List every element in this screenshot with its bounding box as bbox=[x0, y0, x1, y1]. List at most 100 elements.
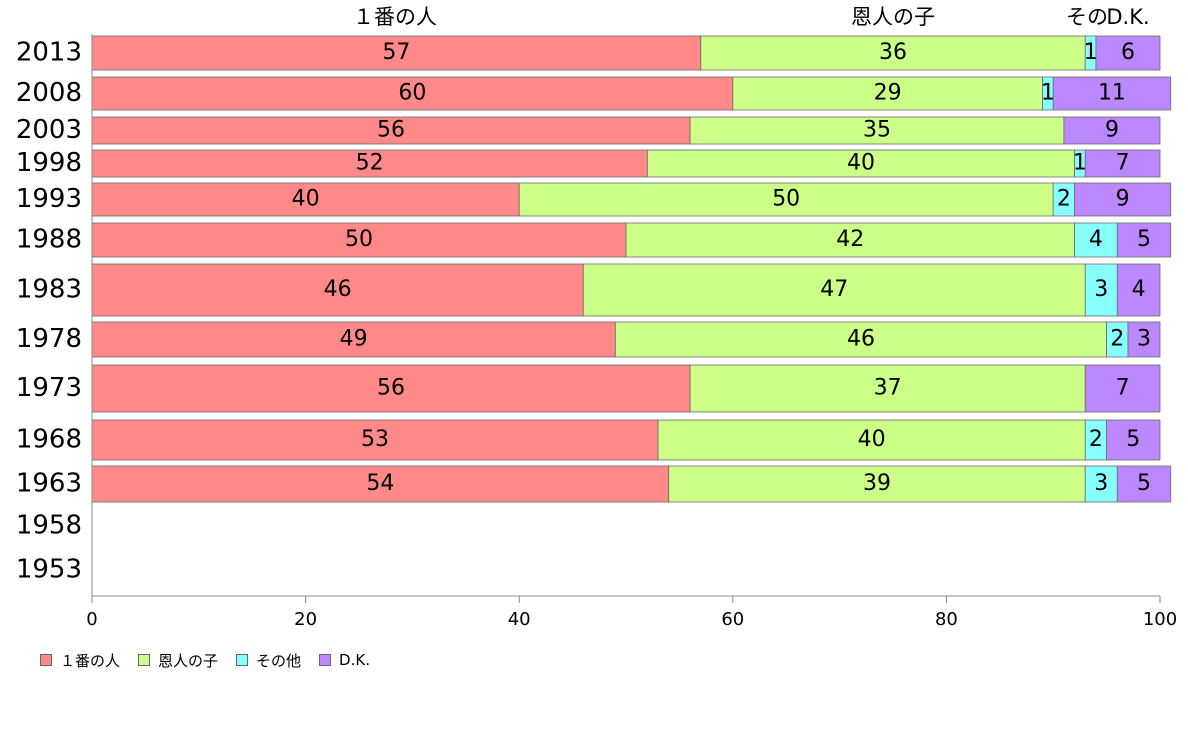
data-label: 5 bbox=[1137, 227, 1151, 252]
bar-segment bbox=[1116, 263, 1161, 317]
bar-segment bbox=[1084, 263, 1118, 317]
data-label: 5 bbox=[1137, 471, 1151, 496]
data-label: 47 bbox=[820, 277, 848, 302]
data-label: 29 bbox=[874, 81, 902, 106]
bar-segment bbox=[1095, 35, 1161, 71]
y-tick-label: 2003 bbox=[16, 115, 82, 145]
bar-segment bbox=[91, 263, 584, 317]
data-label: 40 bbox=[847, 151, 875, 176]
data-label: 9 bbox=[1105, 118, 1119, 143]
top-label-2: 恩人の子 bbox=[851, 5, 935, 29]
x-tick-label: 20 bbox=[294, 609, 317, 630]
data-label: 3 bbox=[1094, 471, 1108, 496]
data-label: 52 bbox=[356, 151, 384, 176]
bar-segment bbox=[1084, 465, 1118, 503]
data-label: 3 bbox=[1094, 277, 1108, 302]
bar-segment bbox=[1106, 419, 1161, 461]
data-label: 11 bbox=[1098, 81, 1126, 106]
data-label: 35 bbox=[863, 118, 891, 143]
data-label: 46 bbox=[847, 327, 875, 352]
data-label: 3 bbox=[1137, 327, 1151, 352]
data-label: 4 bbox=[1132, 277, 1146, 302]
bar-segment bbox=[1116, 222, 1172, 258]
bar-segment bbox=[1052, 76, 1172, 111]
bar-segment bbox=[91, 364, 691, 413]
bar-segment bbox=[1063, 116, 1161, 145]
data-label: 7 bbox=[1116, 376, 1130, 401]
data-label: 2 bbox=[1089, 427, 1103, 452]
data-label: 5 bbox=[1126, 427, 1140, 452]
data-label: 50 bbox=[772, 187, 800, 212]
data-label: 1 bbox=[1041, 81, 1055, 106]
legend-label-series-3: その他 bbox=[256, 651, 302, 670]
bar-segment bbox=[1084, 149, 1161, 178]
bar-segment bbox=[614, 321, 1108, 358]
data-label: 2 bbox=[1057, 187, 1071, 212]
y-tick-label: 1983 bbox=[16, 275, 82, 305]
x-tick-label: 80 bbox=[935, 609, 958, 630]
data-label: 4 bbox=[1089, 227, 1103, 252]
data-label: 54 bbox=[366, 471, 394, 496]
legend-label-series-2: 恩人の子 bbox=[158, 651, 219, 670]
y-tick-label: 1973 bbox=[16, 373, 82, 403]
bar-segment bbox=[625, 222, 1075, 258]
data-label: 40 bbox=[858, 427, 886, 452]
legend-swatch-series-1 bbox=[40, 654, 52, 666]
bar-segment bbox=[657, 419, 1086, 461]
legend-swatch-series-3 bbox=[236, 654, 249, 666]
data-label: 42 bbox=[836, 227, 864, 252]
bar-segment bbox=[1074, 182, 1172, 217]
bar-segment bbox=[91, 419, 659, 461]
x-tick-label: 100 bbox=[1143, 609, 1177, 630]
x-tick-label: 60 bbox=[721, 609, 744, 630]
y-tick-label: 1978 bbox=[16, 324, 82, 354]
data-label: 39 bbox=[863, 471, 891, 496]
bar-segment bbox=[646, 149, 1075, 178]
bar-segment bbox=[700, 35, 1086, 71]
y-tick-label: 1988 bbox=[16, 225, 82, 255]
bar-segment bbox=[689, 116, 1065, 145]
y-tick-label: 1958 bbox=[16, 511, 82, 541]
y-tick-label: 1953 bbox=[16, 555, 82, 585]
bar-segment bbox=[91, 222, 627, 258]
data-label: 56 bbox=[377, 118, 405, 143]
bar-segment bbox=[1074, 222, 1118, 258]
data-label: 50 bbox=[345, 227, 373, 252]
data-label: 57 bbox=[382, 40, 410, 65]
y-tick-label: 1993 bbox=[16, 184, 82, 214]
data-label: 1 bbox=[1073, 151, 1087, 176]
data-label: 46 bbox=[324, 277, 352, 302]
bar-segment bbox=[1127, 321, 1161, 358]
y-tick-label: 1963 bbox=[16, 469, 82, 499]
y-tick-label: 2013 bbox=[16, 38, 82, 68]
y-tick-label: 2008 bbox=[16, 78, 82, 108]
bar-segment bbox=[91, 321, 616, 358]
x-tick-label: 0 bbox=[86, 609, 97, 630]
bar-segment bbox=[91, 116, 691, 145]
bar-segment bbox=[1084, 364, 1161, 413]
legend-item-series-3: その他 bbox=[236, 650, 301, 671]
legend-label-series-4: D.K. bbox=[339, 651, 370, 669]
data-label: 36 bbox=[879, 40, 907, 65]
x-tick-label: 40 bbox=[508, 609, 531, 630]
legend-item-series-2: 恩人の子 bbox=[138, 650, 218, 671]
top-label-1: １番の人 bbox=[353, 5, 437, 29]
data-label: 56 bbox=[377, 376, 405, 401]
bar-segment bbox=[91, 465, 670, 503]
data-label: 40 bbox=[292, 187, 320, 212]
legend-item-series-1: １番の人 bbox=[40, 650, 120, 671]
data-label: 1 bbox=[1084, 40, 1098, 65]
data-label: 2 bbox=[1110, 327, 1124, 352]
bar-segment bbox=[732, 76, 1043, 111]
data-label: 6 bbox=[1121, 40, 1135, 65]
data-label: 49 bbox=[340, 327, 368, 352]
legend-swatch-series-4 bbox=[319, 654, 332, 666]
data-label: 37 bbox=[874, 376, 902, 401]
legend-label-series-1: １番の人 bbox=[60, 651, 121, 670]
bar-segment bbox=[668, 465, 1086, 503]
legend: １番の人 恩人の子 その他 D.K. bbox=[40, 650, 388, 670]
bar-segment bbox=[582, 263, 1086, 317]
bar-segment bbox=[91, 35, 702, 71]
data-label: 9 bbox=[1116, 187, 1130, 212]
